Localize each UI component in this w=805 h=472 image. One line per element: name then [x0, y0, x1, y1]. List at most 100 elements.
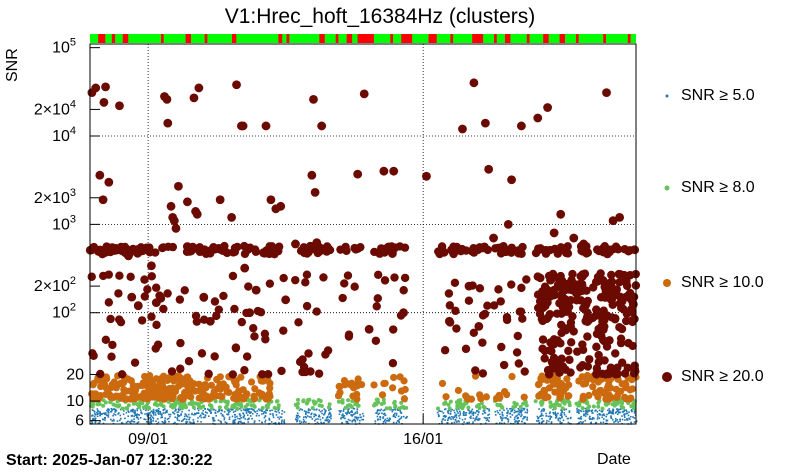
scatter-point [593, 417, 595, 420]
scatter-point [140, 292, 150, 301]
scatter-point [272, 416, 275, 419]
scatter-point [373, 294, 382, 303]
scatter-point [464, 296, 474, 305]
scatter-point [557, 412, 559, 415]
scatter-point [522, 407, 525, 410]
scatter-point [496, 297, 505, 306]
scatter-point [130, 420, 132, 423]
scatter-point [400, 273, 410, 283]
scatter-point [545, 346, 554, 355]
scatter-point [559, 414, 562, 416]
scatter-point [174, 416, 177, 419]
scatter-point [568, 411, 571, 413]
scatter-point [583, 296, 592, 306]
scatter-point [611, 419, 614, 421]
scatter-point [136, 407, 139, 410]
scatter-point [350, 410, 353, 412]
scatter-point [103, 412, 106, 415]
scatter-point [298, 355, 307, 364]
scatter-point [506, 407, 508, 410]
scatter-point [239, 386, 247, 394]
scatter-point [300, 421, 303, 423]
scatter-point [518, 409, 521, 411]
scatter-point [328, 420, 331, 422]
scatter-point [499, 360, 509, 370]
scatter-point [450, 418, 452, 420]
scatter-point [323, 421, 325, 424]
scatter-point [441, 422, 443, 425]
scatter-point [540, 354, 549, 363]
scatter-point [353, 413, 355, 416]
y-tick-exponent: 3 [70, 187, 76, 199]
scatter-point [617, 387, 625, 395]
scatter-point [482, 393, 490, 401]
scatter-point [477, 405, 482, 410]
scatter-point [577, 409, 580, 411]
scatter-point [240, 421, 242, 423]
scatter-point [317, 403, 322, 408]
scatter-point [466, 421, 469, 424]
scatter-point [136, 416, 139, 419]
scatter-point [521, 414, 523, 416]
scatter-point [522, 275, 531, 284]
scatter-point [518, 420, 521, 422]
scatter-point [98, 412, 101, 415]
scatter-point [526, 416, 529, 419]
scatter-point [180, 413, 183, 415]
scatter-point [630, 361, 639, 370]
scatter-point [327, 421, 330, 423]
scatter-point [294, 418, 297, 421]
scatter-point [457, 412, 459, 414]
scatter-point [162, 94, 172, 104]
scatter-point [238, 413, 241, 415]
scatter-point [465, 414, 467, 416]
status-bar-flag [575, 34, 579, 43]
scatter-point [565, 408, 568, 411]
scatter-point [577, 410, 580, 413]
scatter-point [138, 414, 141, 416]
scatter-point [99, 271, 108, 281]
scatter-point [600, 421, 602, 424]
scatter-point [334, 392, 343, 400]
scatter-point [447, 417, 450, 420]
scatter-point [228, 416, 231, 419]
y-tick-exponent: 2 [70, 275, 76, 287]
scatter-point [265, 412, 267, 414]
scatter-point [236, 402, 241, 407]
scatter-point [179, 408, 182, 411]
scatter-point [554, 417, 557, 419]
scatter-point [451, 306, 460, 316]
scatter-point [96, 413, 98, 416]
scatter-point [118, 412, 120, 414]
scatter-point [488, 413, 491, 416]
scatter-point [629, 418, 631, 421]
scatter-point [207, 415, 210, 418]
scatter-point [132, 408, 134, 411]
scatter-point [305, 416, 308, 419]
scatter-point [377, 418, 380, 420]
scatter-point [617, 358, 627, 367]
scatter-point [196, 394, 204, 402]
scatter-point [484, 417, 487, 420]
scatter-point [99, 411, 101, 414]
scatter-point [518, 411, 521, 414]
scatter-point [613, 393, 621, 402]
scatter-point [384, 406, 389, 411]
scatter-point [150, 418, 152, 421]
scatter-point [126, 420, 129, 423]
scatter-point [599, 414, 601, 416]
scatter-point [146, 261, 156, 271]
scatter-point [578, 417, 581, 420]
scatter-point [174, 421, 176, 424]
scatter-point [523, 408, 525, 411]
scatter-point [554, 412, 557, 415]
scatter-point [159, 304, 168, 314]
scatter-point [351, 411, 354, 414]
scatter-point [244, 282, 253, 291]
scatter-point [341, 416, 344, 419]
scatter-point [301, 409, 304, 411]
scatter-point [231, 415, 234, 418]
scatter-point [549, 411, 551, 414]
y-tick-label: 102 [52, 302, 76, 322]
scatter-point [561, 411, 563, 414]
